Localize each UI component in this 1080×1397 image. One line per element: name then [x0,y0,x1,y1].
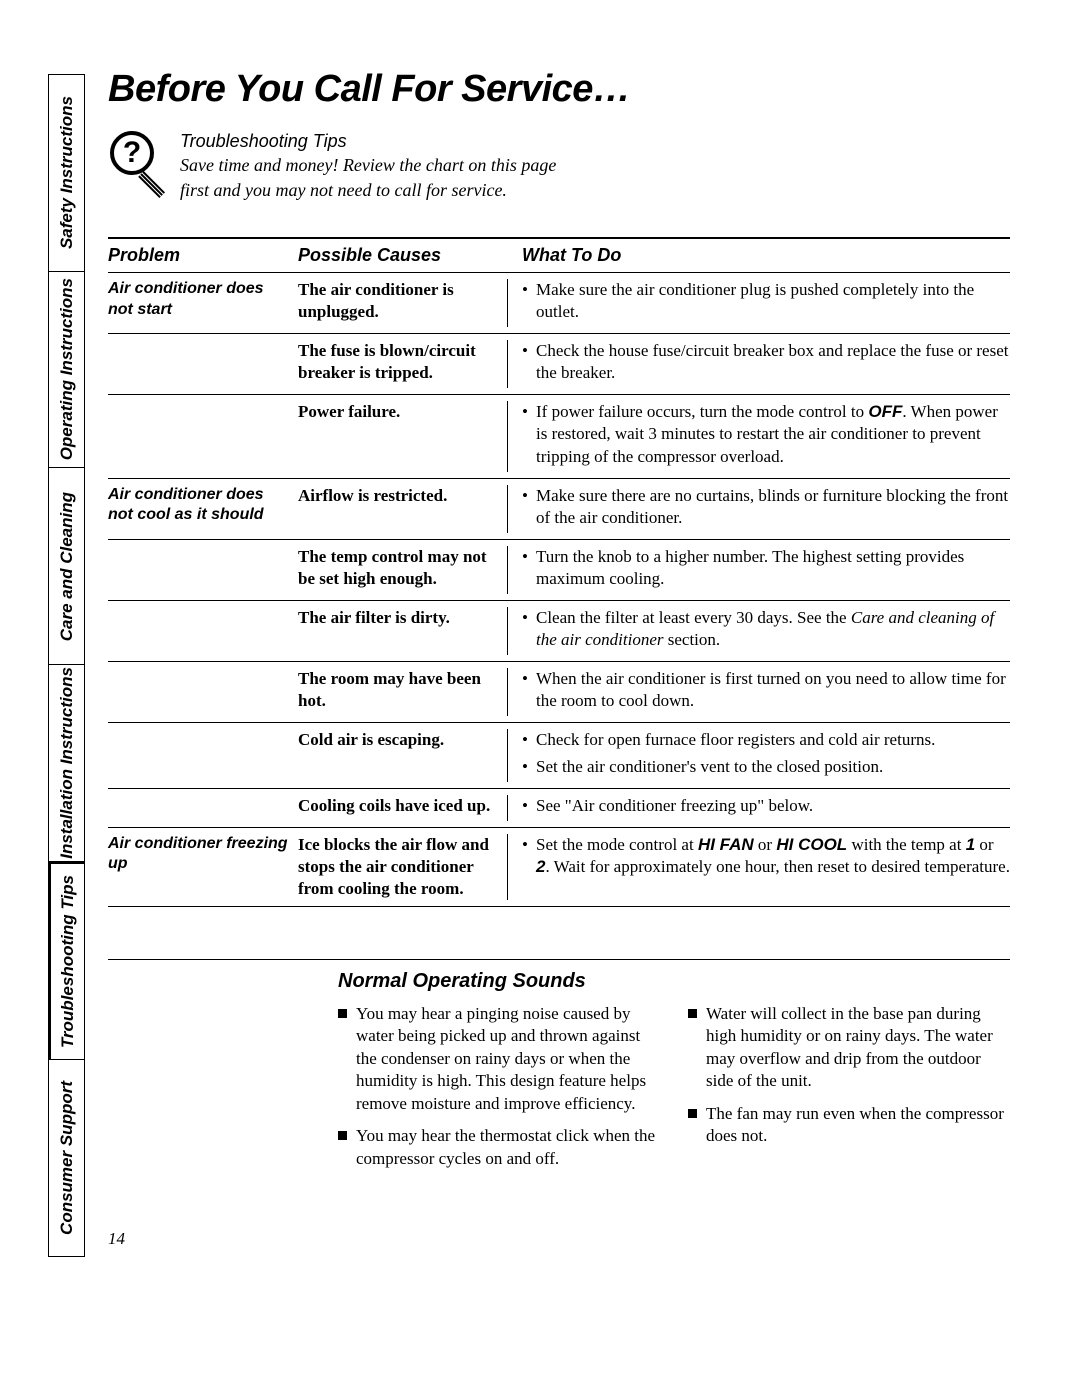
cell-problem: Air conditioner does not cool as it shou… [108,485,298,533]
problem-group: Air conditioner does not startThe air co… [108,273,1010,479]
problem-group: Air conditioner does not cool as it shou… [108,479,1010,828]
main-content: Before You Call For Service… ? Troublesh… [108,68,1010,1180]
what-item: Check the house fuse/circuit breaker box… [522,340,1010,384]
cell-cause: Power failure. [298,401,508,471]
cell-cause: The room may have been hot. [298,668,508,716]
cell-problem [108,668,298,716]
sound-item: Water will collect in the base pan durin… [688,1003,1010,1093]
cell-cause: Cooling coils have iced up. [298,795,508,821]
cause-row: The fuse is blown/circuit breaker is tri… [108,334,1010,395]
sidebar-tab[interactable]: Safety Instructions [48,74,84,271]
cell-what: See "Air conditioner freezing up" below. [508,795,1010,821]
intro-line-2: first and you may not need to call for s… [180,180,507,200]
cell-problem [108,546,298,594]
header-causes: Possible Causes [298,245,508,266]
what-item: Make sure there are no curtains, blinds … [522,485,1010,529]
what-item: Check for open furnace floor registers a… [522,729,1010,751]
table-header-row: Problem Possible Causes What To Do [108,239,1010,273]
cell-cause: Cold air is escaping. [298,729,508,781]
sidebar-tab-label: Consumer Support [57,1081,77,1235]
what-item: See "Air conditioner freezing up" below. [522,795,1010,817]
cell-cause: The temp control may not be set high eno… [298,546,508,594]
sidebar-tab-label: Installation Instructions [57,667,77,859]
cell-problem [108,340,298,388]
sidebar-tab[interactable]: Operating Instructions [48,271,84,468]
sound-item: You may hear the thermostat click when t… [338,1125,660,1170]
sidebar-tab[interactable]: Installation Instructions [48,664,84,861]
page-number: 14 [108,1229,125,1249]
what-item: Turn the knob to a higher number. The hi… [522,546,1010,590]
cause-row: Cooling coils have iced up. See "Air cond… [108,789,1010,827]
cell-problem: Air conditioner freezing up [108,834,298,900]
content-divider [84,74,85,1257]
what-item: If power failure occurs, turn the mode c… [522,401,1010,467]
intro-text: Troubleshooting Tips Save time and money… [180,129,556,209]
normal-sounds-section: Normal Operating Sounds You may hear a p… [108,959,1010,1180]
sounds-col-a: You may hear a pinging noise caused by w… [338,1003,660,1180]
intro-line-1: Save time and money! Review the chart on… [180,155,556,175]
sidebar-tab-label: Operating Instructions [57,278,77,460]
sounds-col-b: Water will collect in the base pan durin… [688,1003,1010,1180]
sidebar-tabs: Safety Instructions Operating Instruction… [48,74,84,1257]
sound-item: The fan may run even when the compressor… [688,1103,1010,1148]
magnifier-glyph: ? [110,131,154,175]
cell-cause: Ice blocks the air flow and stops the ai… [298,834,508,900]
sound-item: You may hear a pinging noise caused by w… [338,1003,660,1115]
sidebar-tab-label: Troubleshooting Tips [58,875,78,1048]
cause-row: Air conditioner does not startThe air co… [108,273,1010,334]
troubleshooting-table: Problem Possible Causes What To Do Air c… [108,237,1010,907]
sidebar-tab[interactable]: Troubleshooting Tips [48,861,84,1060]
cell-what: Make sure there are no curtains, blinds … [508,485,1010,533]
cell-problem [108,729,298,781]
table-body: Air conditioner does not startThe air co… [108,273,1010,907]
cause-row: Power failure.If power failure occurs, t… [108,395,1010,477]
cell-what: When the air conditioner is first turned… [508,668,1010,716]
header-what: What To Do [508,245,1010,266]
what-item: Clean the filter at least every 30 days.… [522,607,1010,651]
cause-row: Air conditioner freezing upIce blocks th… [108,828,1010,906]
what-item: Set the air conditioner's vent to the cl… [522,756,1010,778]
cell-cause: The air filter is dirty. [298,607,508,655]
cause-row: The room may have been hot. When the air … [108,662,1010,723]
cell-what: Make sure the air conditioner plug is pu… [508,279,1010,327]
cell-what: Turn the knob to a higher number. The hi… [508,546,1010,594]
cell-what: Check the house fuse/circuit breaker box… [508,340,1010,388]
what-item: Set the mode control at HI FAN or HI COO… [522,834,1010,878]
what-item: Make sure the air conditioner plug is pu… [522,279,1010,323]
intro-block: ? Troubleshooting Tips Save time and mon… [108,129,1010,209]
tips-label: Troubleshooting Tips [180,131,347,151]
cell-what: Check for open furnace floor registers a… [508,729,1010,781]
cell-what: Clean the filter at least every 30 days.… [508,607,1010,655]
normal-sounds-title: Normal Operating Sounds [338,970,1010,993]
cell-problem [108,401,298,471]
cell-problem: Air conditioner does not start [108,279,298,327]
cause-row: The air filter is dirty. Clean the filter… [108,601,1010,662]
what-item: When the air conditioner is first turned… [522,668,1010,712]
magnifier-question-icon: ? [108,129,164,209]
sidebar-tab-label: Care and Cleaning [57,492,77,641]
cause-row: Air conditioner does not cool as it shou… [108,479,1010,540]
normal-sounds-columns: You may hear a pinging noise caused by w… [338,1003,1010,1180]
header-problem: Problem [108,245,298,266]
cell-cause: The air conditioner is unplugged. [298,279,508,327]
sidebar-tab[interactable]: Care and Cleaning [48,467,84,664]
cell-problem [108,607,298,655]
cell-what: Set the mode control at HI FAN or HI COO… [508,834,1010,900]
sidebar-tab-label: Safety Instructions [57,96,77,249]
cell-problem [108,795,298,821]
magnifier-handle-icon [138,171,165,198]
cause-row: Cold air is escaping. Check for open furn… [108,723,1010,788]
cell-cause: Airflow is restricted. [298,485,508,533]
page-title: Before You Call For Service… [108,68,1010,111]
problem-group: Air conditioner freezing upIce blocks th… [108,828,1010,907]
sidebar-tab[interactable]: Consumer Support [48,1059,84,1257]
cause-row: The temp control may not be set high eno… [108,540,1010,601]
cell-what: If power failure occurs, turn the mode c… [508,401,1010,471]
cell-cause: The fuse is blown/circuit breaker is tri… [298,340,508,388]
